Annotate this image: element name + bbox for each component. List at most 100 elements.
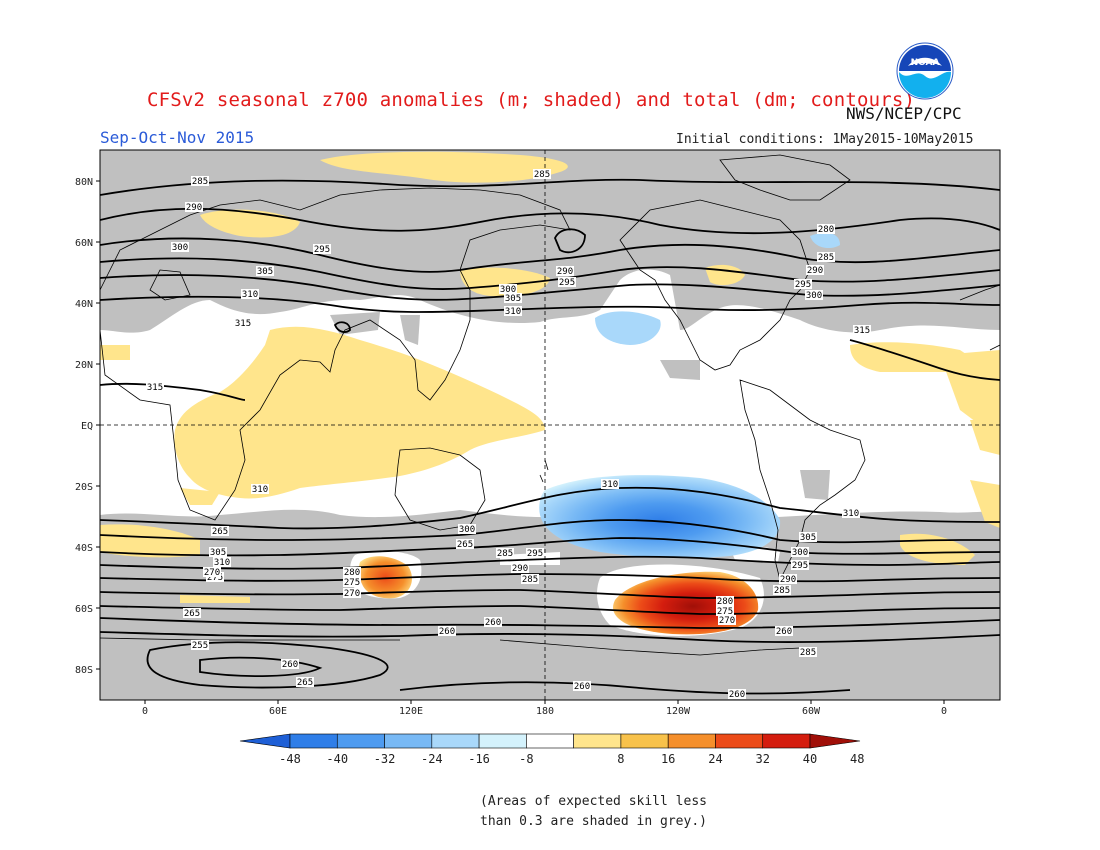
- contour-label: 260: [776, 627, 792, 637]
- colorbar-tick-label: 48: [850, 752, 864, 766]
- contour-label: 310: [214, 558, 230, 568]
- colorbar-swatch: [478, 733, 527, 749]
- skill-footnote: (Areas of expected skill less than 0.3 a…: [480, 792, 707, 832]
- map-title: CFSv2 seasonal z700 anomalies (m; shaded…: [147, 89, 916, 111]
- contour-label: 260: [282, 660, 298, 670]
- contour-label-bg: [842, 508, 860, 518]
- lon-label: 120E: [399, 706, 423, 717]
- contour-label: 300: [500, 285, 516, 295]
- contour-label-bg: [521, 574, 539, 584]
- contour-label-bg: [805, 290, 823, 300]
- contour-label-bg: [499, 284, 517, 294]
- contour-label: 275: [344, 578, 360, 588]
- contour-label: 295: [792, 561, 808, 571]
- contour-label: 280: [344, 568, 360, 578]
- colorbar-swatch: [431, 733, 480, 749]
- colorbar-swatch: [384, 733, 433, 749]
- contour-label-bg: [343, 577, 361, 587]
- contour-label-bg: [256, 266, 274, 276]
- lon-label: 60W: [802, 706, 821, 717]
- contour-label-bg: [211, 526, 229, 536]
- contour-label: 290: [512, 564, 528, 574]
- contour-label: 305: [505, 294, 521, 304]
- contour-label-bg: [799, 532, 817, 542]
- colorbar-tick-label: -40: [326, 752, 348, 766]
- contour-label: 290: [186, 203, 202, 213]
- lat-label: 60S: [75, 604, 93, 615]
- negative-anomaly-shading: [539, 232, 840, 559]
- contour-label: 285: [497, 549, 513, 559]
- contour-label: 285: [522, 575, 538, 585]
- contour-label: 260: [574, 682, 590, 692]
- lon-label: 0: [142, 706, 148, 717]
- colorbar-swatch: [667, 733, 716, 749]
- lat-label: 80N: [75, 177, 93, 188]
- contour-label-bg: [601, 479, 619, 489]
- contour-label: 295: [559, 278, 575, 288]
- contour-label: 270: [344, 589, 360, 599]
- colorbar-swatch: [762, 733, 811, 749]
- contour-label-bg: [556, 266, 574, 276]
- initial-conditions-label: Initial conditions: 1May2015-10May2015: [676, 132, 974, 147]
- noaa-logo-icon: NOAA: [896, 42, 954, 100]
- contour-label-bg: [504, 293, 522, 303]
- contour-label-bg: [817, 252, 835, 262]
- contour-label: 265: [212, 527, 228, 537]
- contour-label-bg: [728, 689, 746, 699]
- lat-ticks: [96, 180, 100, 670]
- contour-label: 265: [297, 678, 313, 688]
- contour-label-bg: [716, 606, 734, 616]
- contour-label: 300: [172, 243, 188, 253]
- contour-label: 290: [780, 575, 796, 585]
- contour-label-bg: [191, 640, 209, 650]
- contour-label-bg: [171, 242, 189, 252]
- contour-label-bg: [343, 567, 361, 577]
- contour-label: 300: [792, 548, 808, 558]
- contour-label-bg: [313, 244, 331, 254]
- colorbar-tick-label: -48: [279, 752, 301, 766]
- colorbar-swatch: [620, 733, 669, 749]
- contour-label: 280: [717, 597, 733, 607]
- contour-labels: 2852903003053103152952852902953003053103…: [146, 169, 871, 700]
- contour-label: 260: [485, 618, 501, 628]
- contour-label: 260: [729, 690, 745, 700]
- contour-label-bg: [343, 588, 361, 598]
- contour-label: 310: [505, 307, 521, 317]
- contour-label-bg: [773, 585, 791, 595]
- contour-label: 295: [795, 280, 811, 290]
- contour-label-bg: [438, 626, 456, 636]
- positive-anomaly-shading: [100, 151, 1000, 603]
- colorbar-tick-label: -8: [519, 752, 533, 766]
- contour-label-bg: [296, 677, 314, 687]
- lat-label: 20S: [75, 482, 93, 493]
- agency-label: NWS/NCEP/CPC: [846, 104, 962, 123]
- colorbar-tick-label: 40: [803, 752, 817, 766]
- contour-label-bg: [526, 548, 544, 558]
- colorbar-tick-label: -16: [468, 752, 490, 766]
- contour-label: 275: [207, 573, 223, 583]
- colorbar-tick-label: 24: [708, 752, 722, 766]
- contour-label-bg: [799, 647, 817, 657]
- lon-label: 120W: [666, 706, 691, 717]
- contour-label-bg: [791, 560, 809, 570]
- lat-label: 60N: [75, 238, 93, 249]
- contour-label-bg: [779, 574, 797, 584]
- contour-label: 300: [459, 525, 475, 535]
- lat-label: 40N: [75, 299, 93, 310]
- contour-label: 305: [257, 267, 273, 277]
- lon-label: 60E: [269, 706, 287, 717]
- contour-label-bg: [718, 615, 736, 625]
- contour-label-bg: [817, 224, 835, 234]
- contour-label: 255: [192, 641, 208, 651]
- lat-label: 20N: [75, 360, 93, 371]
- contour-label: 260: [439, 627, 455, 637]
- contour-label: 265: [184, 609, 200, 619]
- colorbar: -48 -40 -32 -24 -16 -8 8 16 24 32 40 48: [239, 733, 864, 766]
- contour-label: 315: [235, 319, 251, 329]
- contour-label-bg: [458, 524, 476, 534]
- contour-label-bg: [533, 169, 551, 179]
- contour-label-bg: [146, 382, 164, 392]
- contour-label-bg: [456, 539, 474, 549]
- contour-label-bg: [213, 557, 231, 567]
